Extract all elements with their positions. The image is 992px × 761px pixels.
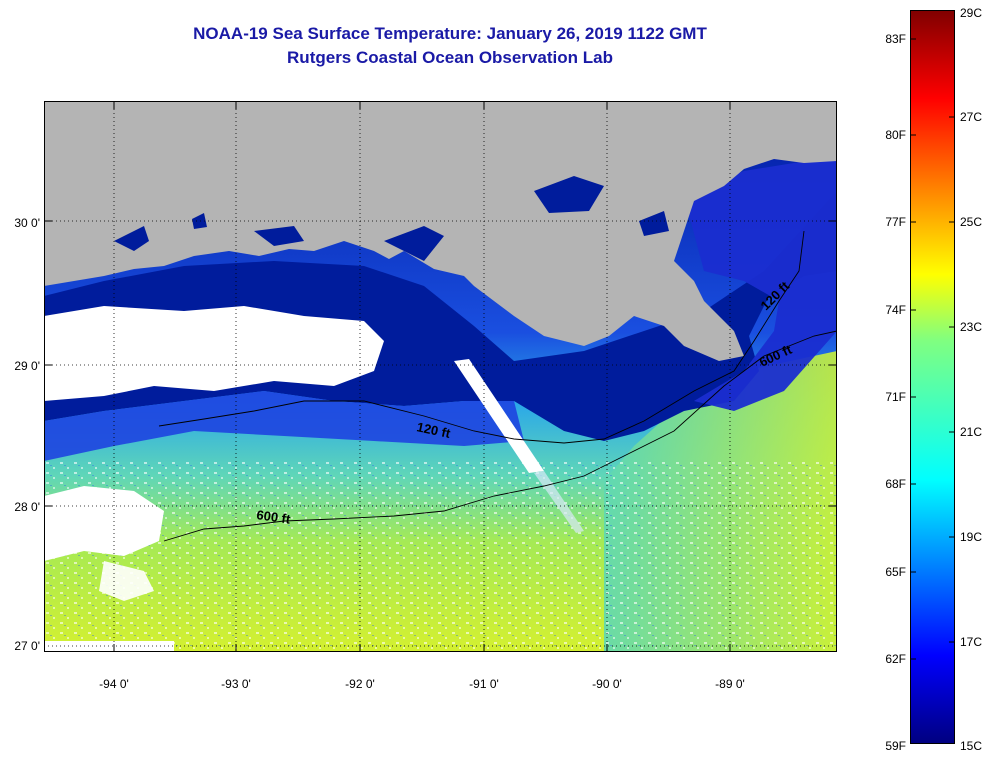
colorbar-f-68: 68F [885, 477, 906, 491]
colorbar-c-27: 27C [960, 110, 983, 124]
colorbar-c-15: 15C [960, 739, 983, 753]
cloud-cover-west [44, 306, 384, 401]
bay-small [192, 213, 207, 229]
contour-label-600ft: 600 ft [256, 507, 292, 527]
lon-label-92: -92 0' [345, 677, 375, 691]
lon-label-94: -94 0' [99, 677, 129, 691]
cloud-cover-southwest-2 [99, 561, 154, 601]
lon-label-90: -90 0' [592, 677, 622, 691]
cloud-bottom-edge [44, 641, 174, 652]
map-title: NOAA-19 Sea Surface Temperature: January… [193, 24, 707, 43]
colorbar-f-62: 62F [885, 652, 906, 666]
colorbar-c-23: 23C [960, 320, 983, 334]
contour-label-120ft: 120 ft [415, 419, 452, 441]
scan-line-artifact-2 [534, 471, 584, 533]
eastern-cold-plume [684, 156, 837, 411]
bay-mid [254, 226, 304, 246]
temperature-colorbar [910, 10, 955, 744]
lat-label-29: 29 0' [14, 359, 40, 373]
lon-label-91: -91 0' [469, 677, 499, 691]
colorbar-f-77: 77F [885, 215, 906, 229]
lake-borgne [639, 211, 669, 236]
land-mass [44, 101, 837, 361]
bay-center [384, 226, 444, 261]
graticule [44, 101, 837, 652]
colorbar-f-65: 65F [885, 565, 906, 579]
colorbar-f-80: 80F [885, 128, 906, 142]
lon-label-89: -89 0' [715, 677, 745, 691]
colorbar-c-17: 17C [960, 635, 983, 649]
lon-label-93: -93 0' [221, 677, 251, 691]
colorbar-c-29: 29C [960, 6, 983, 20]
lat-label-28: 28 0' [14, 500, 40, 514]
bay-west [114, 226, 149, 251]
scan-line-artifact [454, 359, 544, 473]
contour-600ft [163, 330, 837, 542]
map-subtitle: Rutgers Coastal Ocean Observation Lab [287, 48, 613, 67]
colorbar-f-71: 71F [885, 390, 906, 404]
cloud-speckle-texture [44, 461, 837, 652]
lake-pontchartrain [534, 176, 604, 213]
colorbar-c-25: 25C [960, 215, 983, 229]
lat-label-30: 30 0' [14, 216, 40, 230]
colorbar-c-19: 19C [960, 530, 983, 544]
map-frame [44, 101, 837, 652]
mid-blue-water [44, 391, 524, 461]
colorbar-f-83: 83F [885, 32, 906, 46]
contour-120ft [158, 230, 805, 444]
colorbar-f-74: 74F [885, 303, 906, 317]
lat-label-27: 27 0' [14, 639, 40, 653]
frame-ticks [44, 101, 837, 652]
colorbar-c-21: 21C [960, 425, 983, 439]
sst-map: 120 ft 600 ft 120 ft 600 ft [44, 101, 837, 652]
colorbar-f-59: 59F [885, 739, 906, 753]
cloud-cover-southwest [44, 486, 164, 561]
